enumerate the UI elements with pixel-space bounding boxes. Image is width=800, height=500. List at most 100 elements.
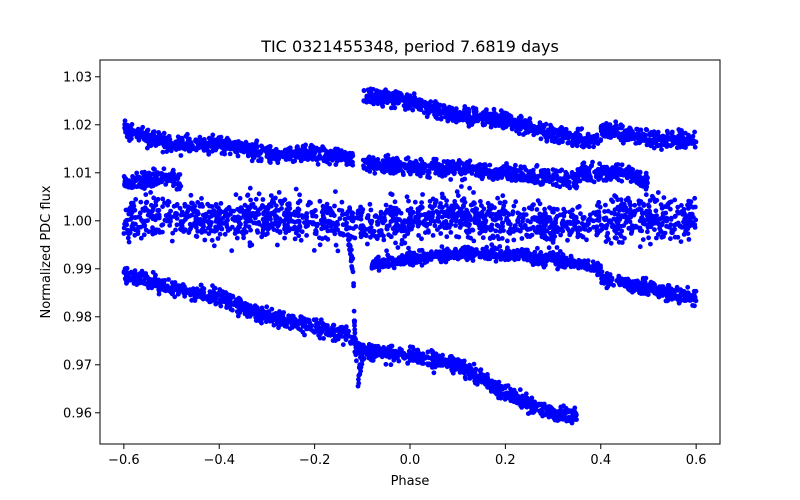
data-point [438, 231, 444, 236]
data-point [676, 210, 681, 216]
data-point [369, 219, 374, 225]
data-point [256, 191, 262, 197]
data-point [549, 221, 555, 227]
data-point [515, 219, 521, 225]
data-point [140, 133, 146, 139]
data-point [156, 130, 162, 135]
data-point [453, 223, 458, 228]
data-point [427, 198, 433, 204]
data-point [579, 221, 585, 226]
data-point [379, 100, 385, 106]
data-point [544, 138, 550, 144]
data-point [444, 198, 449, 204]
data-point [542, 167, 548, 173]
data-point [347, 157, 353, 163]
data-point [532, 228, 538, 234]
data-point [411, 163, 417, 169]
data-point [546, 178, 552, 184]
data-point [630, 167, 636, 173]
data-point [534, 176, 540, 181]
data-point [367, 169, 373, 174]
data-point [489, 242, 495, 248]
data-point [568, 264, 574, 270]
data-point [459, 184, 464, 189]
data-point [501, 203, 507, 209]
scatter-series [598, 119, 699, 153]
data-point [456, 117, 461, 122]
data-point [332, 151, 338, 156]
data-point [448, 230, 454, 235]
data-point [417, 259, 423, 265]
data-point [232, 148, 238, 154]
data-point [429, 165, 435, 171]
data-point [575, 174, 580, 180]
data-point [547, 215, 552, 220]
data-point [335, 248, 341, 254]
data-point [193, 137, 199, 143]
data-point [637, 140, 642, 146]
data-point [253, 220, 259, 226]
data-point [433, 162, 439, 168]
data-point [372, 170, 378, 176]
data-point [456, 234, 462, 240]
data-point [401, 228, 407, 234]
data-point [546, 245, 552, 251]
data-point [477, 230, 483, 236]
data-point [339, 199, 345, 205]
data-point [234, 235, 240, 241]
data-point [158, 140, 164, 146]
scatter-series [121, 166, 184, 192]
data-point [562, 130, 568, 136]
data-point [146, 133, 152, 138]
data-point [258, 158, 264, 164]
data-point [552, 225, 558, 231]
data-point [498, 249, 504, 254]
data-point [392, 105, 398, 111]
data-point [479, 166, 485, 172]
data-point [587, 135, 592, 140]
data-point [419, 200, 424, 206]
data-point [500, 220, 505, 226]
data-point [551, 206, 557, 212]
data-point [282, 235, 287, 241]
data-point [470, 258, 476, 263]
data-point [199, 196, 204, 201]
data-point [267, 156, 273, 162]
data-point [411, 91, 417, 97]
data-point [142, 169, 148, 175]
data-point [151, 166, 156, 172]
data-point [403, 163, 409, 169]
data-point [373, 96, 379, 102]
data-point [489, 118, 494, 123]
data-point [451, 203, 457, 209]
data-point [553, 168, 559, 174]
data-point [152, 139, 158, 144]
data-point [614, 235, 619, 241]
data-point [347, 205, 352, 211]
data-point [211, 208, 217, 214]
data-point [693, 139, 699, 145]
data-point [178, 226, 183, 232]
data-point [199, 220, 205, 226]
data-point [422, 162, 428, 167]
data-point [510, 211, 515, 217]
data-point [462, 176, 468, 182]
data-point [618, 197, 624, 203]
data-point [594, 170, 599, 176]
data-point [386, 160, 392, 165]
data-point [371, 228, 377, 234]
data-point [273, 221, 279, 227]
data-point [603, 202, 608, 208]
data-point [618, 213, 624, 219]
data-point [364, 160, 370, 166]
data-point [508, 115, 513, 121]
data-point [444, 225, 450, 231]
data-point [267, 146, 272, 152]
data-point [137, 210, 143, 216]
data-point [455, 193, 461, 199]
data-point [448, 177, 454, 182]
data-point [470, 227, 476, 233]
data-point [198, 144, 204, 150]
data-point [421, 110, 427, 116]
data-point [167, 223, 173, 228]
